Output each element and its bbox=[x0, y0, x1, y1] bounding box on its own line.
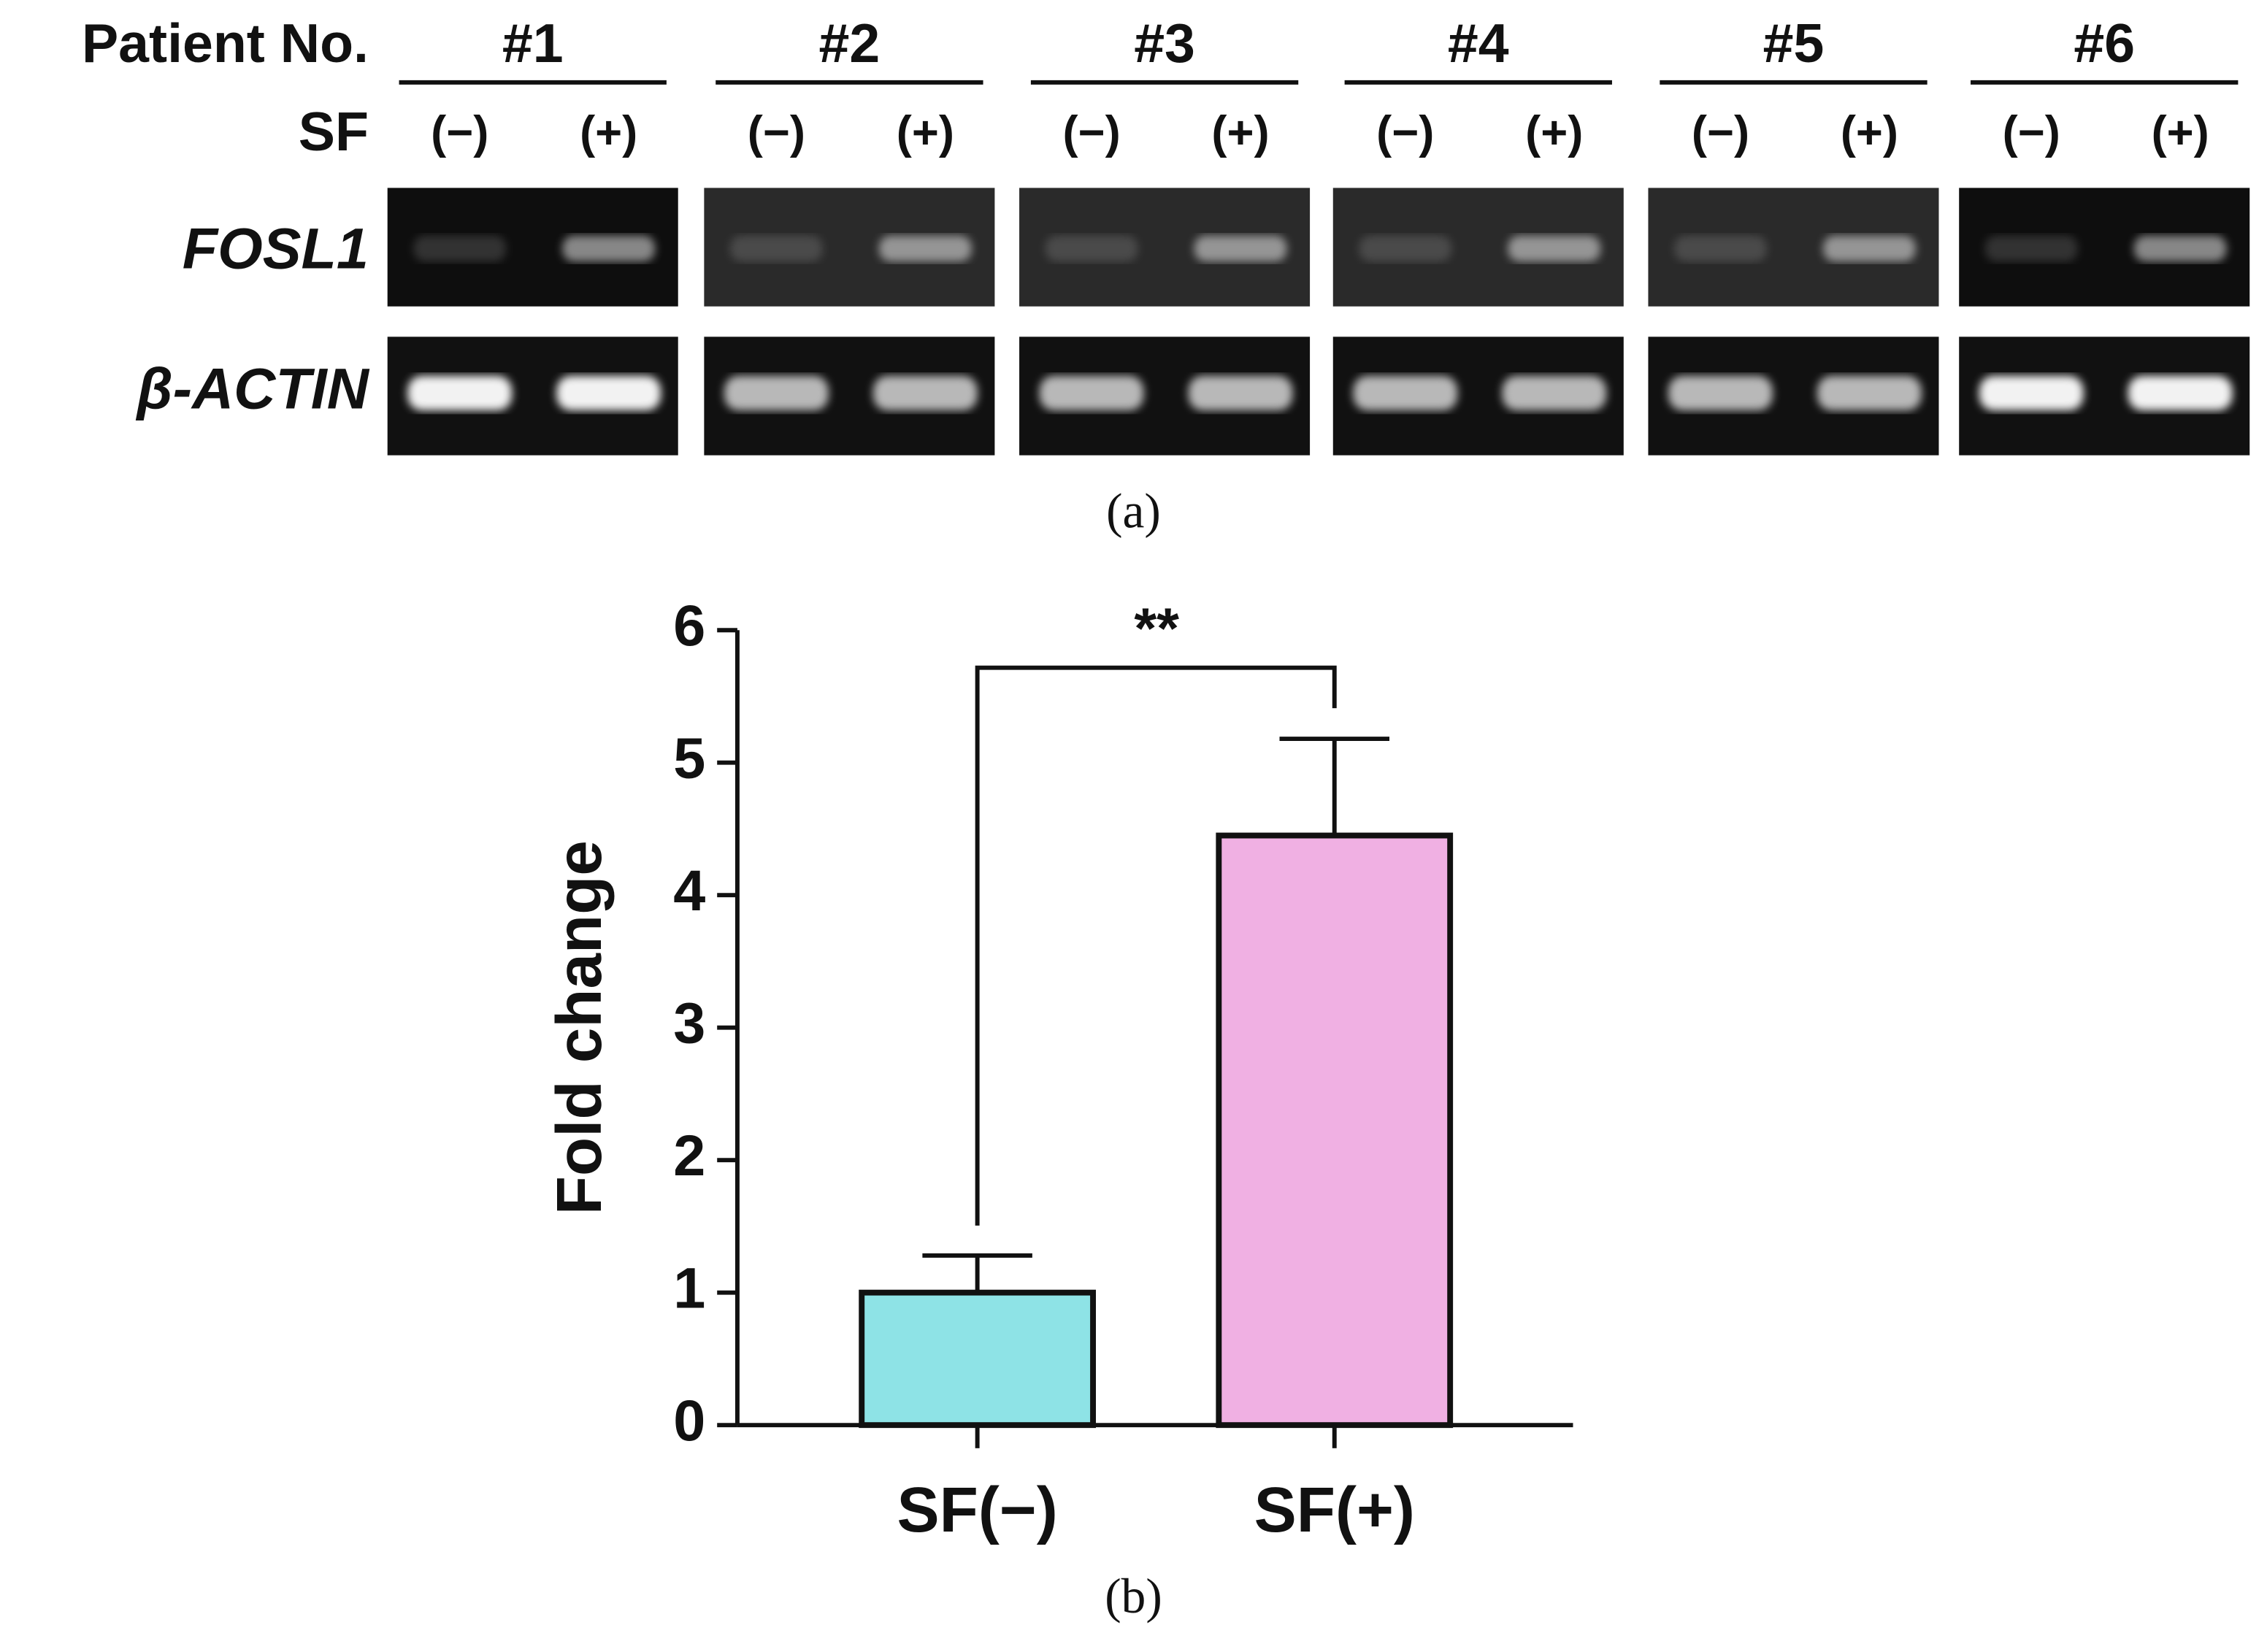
band bbox=[724, 375, 829, 411]
lane-label: (−) bbox=[1062, 107, 1120, 158]
patient-label: #5 bbox=[1763, 12, 1825, 74]
patient-label: #4 bbox=[1448, 12, 1509, 74]
patient-label: #3 bbox=[1134, 12, 1195, 74]
lane-label: (−) bbox=[2003, 107, 2060, 158]
band bbox=[1674, 235, 1767, 262]
lane-label: (+) bbox=[1211, 107, 1269, 158]
gene-label: β-ACTIN bbox=[135, 356, 369, 420]
patient-label: #6 bbox=[2074, 12, 2135, 74]
band bbox=[878, 235, 972, 262]
band bbox=[1508, 235, 1601, 262]
band bbox=[1502, 375, 1607, 411]
band bbox=[1668, 375, 1773, 411]
y-tick-label: 3 bbox=[673, 991, 705, 1056]
y-tick-label: 4 bbox=[673, 858, 705, 923]
band bbox=[873, 375, 978, 411]
y-axis-label: Fold change bbox=[544, 840, 615, 1215]
significance-label: ** bbox=[1134, 596, 1179, 661]
band bbox=[1817, 375, 1922, 411]
x-tick-label: SF(+) bbox=[1254, 1475, 1415, 1545]
band bbox=[562, 235, 656, 262]
band bbox=[1823, 235, 1916, 262]
band bbox=[1353, 375, 1458, 411]
lane-label: (+) bbox=[1525, 107, 1583, 158]
band bbox=[407, 375, 513, 411]
x-tick-label: SF(−) bbox=[897, 1475, 1058, 1545]
band bbox=[413, 235, 507, 262]
band bbox=[1188, 375, 1293, 411]
caption: (a) bbox=[1106, 483, 1161, 538]
lane-label: (−) bbox=[431, 107, 488, 158]
significance-bracket bbox=[975, 665, 1337, 1226]
lane-label: (+) bbox=[897, 107, 954, 158]
lane-label: (−) bbox=[748, 107, 805, 158]
y-tick-label: 0 bbox=[673, 1388, 705, 1453]
y-tick-label: 2 bbox=[673, 1123, 705, 1188]
caption: (b) bbox=[1105, 1569, 1162, 1624]
gene-label: FOSL1 bbox=[183, 215, 369, 280]
y-tick-label: 1 bbox=[673, 1256, 705, 1321]
lane-label: (+) bbox=[580, 107, 637, 158]
lane-label: (−) bbox=[1692, 107, 1749, 158]
row-header: Patient No. bbox=[82, 12, 369, 74]
band bbox=[1979, 375, 2084, 411]
patient-label: #2 bbox=[819, 12, 881, 74]
lane-label: (+) bbox=[1841, 107, 1898, 158]
lane-label: (−) bbox=[1376, 107, 1434, 158]
treatment-header: SF bbox=[299, 101, 369, 162]
y-tick-label: 5 bbox=[673, 726, 705, 791]
band bbox=[1359, 235, 1452, 262]
bar bbox=[859, 1289, 1097, 1429]
band bbox=[556, 375, 661, 411]
band bbox=[730, 235, 823, 262]
band bbox=[1039, 375, 1144, 411]
band bbox=[1194, 235, 1287, 262]
band bbox=[2128, 375, 2233, 411]
band bbox=[1045, 235, 1138, 262]
lane-label: (+) bbox=[2152, 107, 2209, 158]
patient-label: #1 bbox=[502, 12, 564, 74]
band bbox=[2133, 235, 2227, 262]
band bbox=[1984, 235, 2078, 262]
bar bbox=[1216, 832, 1454, 1429]
y-tick-label: 6 bbox=[673, 593, 705, 658]
